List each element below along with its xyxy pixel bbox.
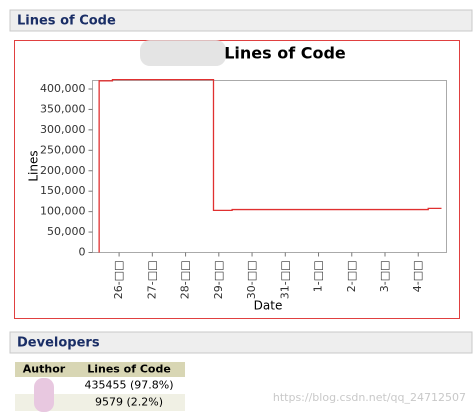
blur <box>140 40 226 66</box>
x-tick-label: 31-□□ <box>278 261 291 300</box>
table-header-cell: Lines of Code <box>87 363 171 376</box>
y-tick-label: 150,000 <box>40 184 86 197</box>
section-title: Lines of Code <box>17 14 116 29</box>
y-tick-label: 200,000 <box>40 164 86 177</box>
table-header <box>15 362 185 377</box>
y-axis-label: Lines <box>27 150 41 181</box>
x-tick-label: 28-□□ <box>179 261 192 300</box>
y-tick-label: 100,000 <box>40 205 86 218</box>
table-cell: 9579 (2.2%) <box>95 396 163 409</box>
y-tick-label: 400,000 <box>40 82 86 95</box>
x-tick-label: 4-□□ <box>411 261 424 293</box>
y-tick-label: 300,000 <box>40 123 86 136</box>
plot-area <box>92 80 447 253</box>
y-tick-label: 0 <box>79 246 86 259</box>
y-tick-label: 50,000 <box>47 225 86 238</box>
y-tick-label: 350,000 <box>40 102 86 115</box>
x-tick-label: 1-□□ <box>312 261 325 293</box>
x-tick-label: 27-□□ <box>145 261 158 300</box>
x-tick-label: 2-□□ <box>345 261 358 293</box>
section-bar <box>9 9 473 32</box>
table-row <box>15 394 185 411</box>
watermark: https://blog.csdn.net/qq_24712507 <box>273 391 466 404</box>
y-tick-label: 250,000 <box>40 143 86 156</box>
x-tick-label: 30-□□ <box>245 261 258 300</box>
series-line <box>98 78 442 253</box>
table-cell: 435455 (97.8%) <box>84 379 173 392</box>
section-bar <box>9 331 473 354</box>
x-axis-label: Date <box>254 299 283 313</box>
chart-title: Lines of Code <box>224 44 346 63</box>
avatar-blur <box>34 378 54 412</box>
table-header-cell: Author <box>23 363 66 376</box>
table-row <box>15 377 185 394</box>
x-tick-label: 3-□□ <box>378 261 391 293</box>
x-tick-label: 29-□□ <box>212 261 225 300</box>
x-tick-label: 26-□□ <box>112 261 125 300</box>
section-title: Developers <box>17 336 100 351</box>
